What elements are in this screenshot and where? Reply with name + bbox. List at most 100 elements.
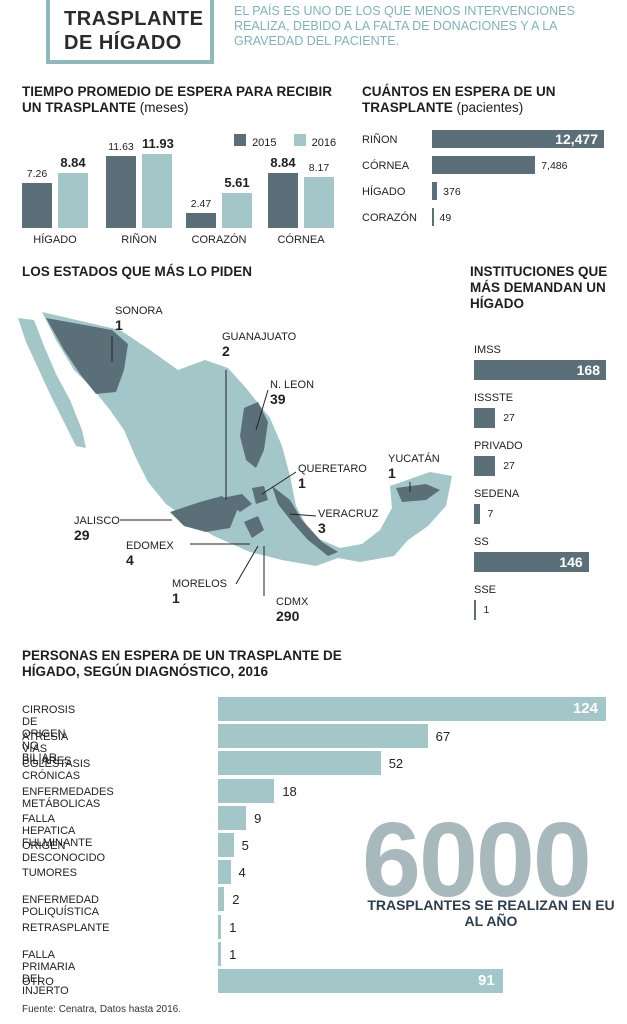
diagnosis-value-label: 1 xyxy=(229,919,237,935)
wait-bar-2016 xyxy=(58,173,88,228)
wait-value-label: 11.93 xyxy=(142,136,174,152)
wait-value-label: 7.26 xyxy=(26,167,48,180)
state-label-morelos: MORELOS 1 xyxy=(172,578,228,606)
highlight-number: 6000 xyxy=(362,801,592,919)
diagnosis-bar xyxy=(218,697,606,721)
wait-bar-2016 xyxy=(304,177,334,228)
wait-bar-2016 xyxy=(142,154,172,228)
diagnosis-label: ENFERMEDAD POLIQUÍSTICA xyxy=(22,894,100,919)
wait-category-label: CORAZÓN xyxy=(191,234,247,246)
institution-label: SEDENA xyxy=(474,488,520,500)
institution-label: ISSSTE xyxy=(474,392,514,404)
diagnosis-label: COLESTASIS CRÓNICAS xyxy=(22,758,91,783)
wait-value-label: 8.84 xyxy=(60,155,86,171)
state-label-sonora: SONORA 1 xyxy=(115,305,163,333)
state-label-edomex: EDOMEX 4 xyxy=(126,540,174,568)
waiting-value-label: 12,477 xyxy=(555,131,598,147)
diagnosis-bar xyxy=(218,724,428,749)
wait-value-label: 8.84 xyxy=(270,155,296,171)
diagnosis-label: ENFERMEDADES METÁBOLICAS xyxy=(22,785,114,810)
state-label-cdmx: CDMX 290 xyxy=(276,596,309,624)
diagnosis-bar xyxy=(218,941,222,966)
waiting-count-title: CUÁNTOS EN ESPERA DE UN TRASPLANTE (paci… xyxy=(362,84,556,115)
diagnosis-value-label: 9 xyxy=(254,810,262,826)
diagnosis-value-label: 91 xyxy=(478,972,495,989)
waiting-bar xyxy=(432,130,604,148)
diagnosis-bar xyxy=(218,778,275,803)
wait-bar-2015 xyxy=(22,182,52,228)
institution-label: IMSS xyxy=(474,344,501,356)
state-veracruz xyxy=(272,486,338,556)
diagnosis-bar xyxy=(218,969,503,993)
diagnosis-value-label: 52 xyxy=(388,756,404,772)
waiting-value-label: 376 xyxy=(443,186,461,198)
institution-bar xyxy=(474,456,496,476)
state-label-veracruz: VERACRUZ 3 xyxy=(318,508,379,536)
institution-bar xyxy=(474,360,606,380)
state-sonora xyxy=(46,318,128,394)
diagnosis-bar xyxy=(218,914,222,939)
institution-value-label: 168 xyxy=(576,362,600,378)
diagnosis-label: CIRROSIS DE ORIGEN NO BILIAR xyxy=(22,704,76,764)
institution-label: SSE xyxy=(474,584,497,596)
wait-time-title: TIEMPO PROMEDIO DE ESPERA PARA RECIBIR U… xyxy=(22,84,333,115)
waiting-category-label: CÓRNEA xyxy=(362,160,410,172)
institution-label: PRIVADO xyxy=(474,440,523,452)
wait-value-label: 5.61 xyxy=(224,175,250,191)
waiting-bar xyxy=(432,182,438,200)
source-note: Fuente: Cenatra, Datos hasta 2016. xyxy=(22,1004,181,1015)
diagnosis-label: FALLA HEPATICA FULMINANTE xyxy=(22,812,93,849)
waiting-category-label: RIÑON xyxy=(362,134,398,146)
diagnosis-bar xyxy=(218,860,231,885)
diagnosis-bar xyxy=(218,751,381,776)
diagnosis-title: PERSONAS EN ESPERA DE UN TRASPLANTE DE H… xyxy=(22,648,342,679)
legend-swatch-2015 xyxy=(234,134,246,146)
state-nuevo-leon xyxy=(240,402,268,468)
institutions-title: INSTITUCIONES QUE MÁS DEMANDAN UN HÍGADO xyxy=(470,264,608,311)
wait-bar-2015 xyxy=(186,212,216,228)
diagnosis-label: FALLA PRIMARIA DEL INJERTO xyxy=(22,948,75,997)
wait-bar-2015 xyxy=(268,173,298,228)
subtitle: El país es uno de los que menos interven… xyxy=(234,4,575,48)
highlight-caption: TRASPLANTES SE REALIZAN EN EU AL AÑO xyxy=(367,897,615,929)
state-label-yucatan: YUCATÁN 1 xyxy=(388,453,440,481)
diagnosis-value-label: 4 xyxy=(238,865,246,881)
wait-value-label: 8.17 xyxy=(308,162,330,175)
state-jalisco xyxy=(170,496,238,532)
diagnosis-value-label: 124 xyxy=(572,700,598,717)
state-yucatan xyxy=(396,484,440,502)
institution-value-label: 7 xyxy=(487,508,494,520)
mexico-map xyxy=(18,312,452,596)
diagnosis-value-label: 5 xyxy=(241,838,249,853)
diagnosis-label: OTRO xyxy=(22,976,54,988)
diagnosis-value-label: 18 xyxy=(282,783,297,799)
diagnosis-bar xyxy=(218,833,234,857)
diagnosis-label: ATRESIA VÍAS BILIARES xyxy=(22,731,72,768)
state-label-nleon: N. LEON 39 xyxy=(270,379,315,407)
state-label-guanajuato: GUANAJUATO 2 xyxy=(222,331,297,359)
wait-bar-2015 xyxy=(106,155,136,228)
map-leader-lines xyxy=(111,336,411,596)
institution-value-label: 146 xyxy=(559,554,583,570)
state-queretaro xyxy=(252,486,268,504)
wait-bar-2016 xyxy=(222,193,252,228)
wait-category-label: HÍGADO xyxy=(33,234,77,246)
waiting-category-label: HÍGADO xyxy=(362,186,406,198)
wait-time-legend: 2015 2016 xyxy=(234,134,336,149)
institution-bar xyxy=(474,552,589,572)
institution-value-label: 1 xyxy=(483,604,490,616)
wait-value-label: 11.63 xyxy=(108,140,134,153)
waiting-category-label: CORAZÓN xyxy=(362,212,417,224)
wait-category-label: CÓRNEA xyxy=(277,234,325,246)
state-label-queretaro: QUERETARO 1 xyxy=(298,463,367,491)
wait-category-label: RIÑON xyxy=(121,234,157,246)
title-box: TRASPLANTE DE HÍGADO xyxy=(46,0,214,64)
diagnosis-label: RETRASPLANTE xyxy=(22,921,110,934)
legend-label-2015: 2015 xyxy=(252,137,277,149)
title-line-2: DE HÍGADO xyxy=(64,32,182,54)
diagnosis-label: TUMORES xyxy=(22,867,77,880)
state-edomex xyxy=(244,516,264,538)
baja-california xyxy=(18,318,86,448)
waiting-bar xyxy=(432,156,536,174)
diagnosis-value-label: 2 xyxy=(232,892,240,908)
